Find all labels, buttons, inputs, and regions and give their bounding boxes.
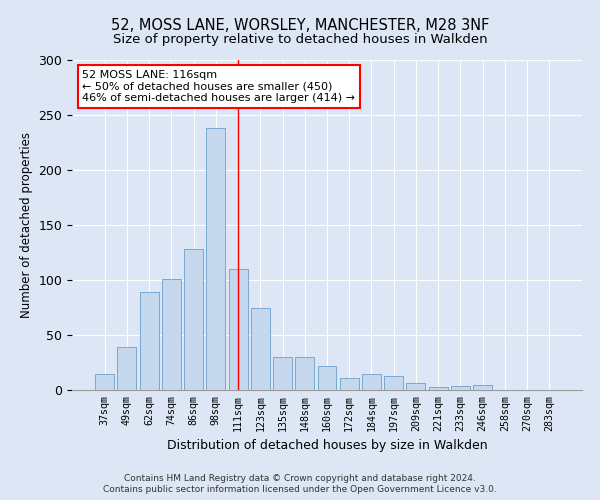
Bar	[273, 357, 292, 390]
Text: Size of property relative to detached houses in Walkden: Size of property relative to detached ho…	[113, 32, 487, 46]
Bar	[140, 292, 158, 390]
Text: Contains HM Land Registry data © Crown copyright and database right 2024.
Contai: Contains HM Land Registry data © Crown c…	[103, 474, 497, 494]
Bar	[451, 386, 470, 390]
Bar	[317, 366, 337, 390]
Y-axis label: Number of detached properties: Number of detached properties	[20, 132, 33, 318]
Bar	[473, 384, 492, 390]
Bar	[384, 376, 403, 390]
Bar	[251, 308, 270, 390]
Bar	[340, 378, 359, 390]
Bar	[229, 269, 248, 390]
Text: 52, MOSS LANE, WORSLEY, MANCHESTER, M28 3NF: 52, MOSS LANE, WORSLEY, MANCHESTER, M28 …	[111, 18, 489, 32]
Bar	[206, 128, 225, 390]
Bar	[362, 374, 381, 390]
Bar	[406, 384, 425, 390]
Bar	[162, 279, 181, 390]
Text: 52 MOSS LANE: 116sqm
← 50% of detached houses are smaller (450)
46% of semi-deta: 52 MOSS LANE: 116sqm ← 50% of detached h…	[82, 70, 355, 103]
X-axis label: Distribution of detached houses by size in Walkden: Distribution of detached houses by size …	[167, 439, 487, 452]
Bar	[118, 347, 136, 390]
Bar	[295, 357, 314, 390]
Bar	[95, 374, 114, 390]
Bar	[184, 249, 203, 390]
Bar	[429, 386, 448, 390]
